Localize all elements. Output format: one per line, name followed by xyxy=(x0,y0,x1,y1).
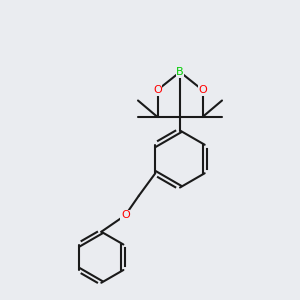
Text: O: O xyxy=(198,85,207,95)
Text: O: O xyxy=(121,210,130,220)
Text: B: B xyxy=(176,67,184,77)
Text: O: O xyxy=(153,85,162,95)
